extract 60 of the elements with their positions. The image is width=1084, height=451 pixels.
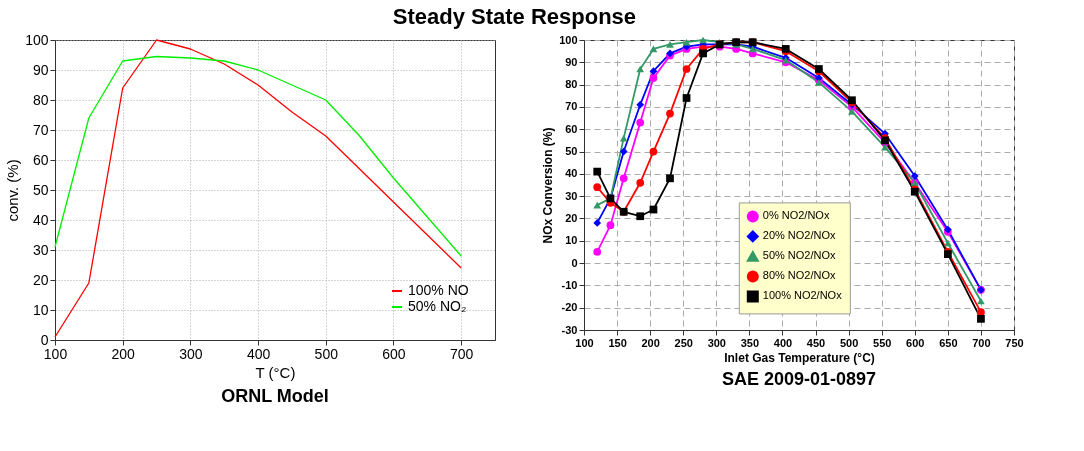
text: SAE 2009-01-0897	[721, 369, 877, 389]
legend-label: 20% NO2/NOx	[762, 229, 837, 242]
x-axis-title: Inlet Gas Temperature (°C)	[724, 350, 875, 365]
x-tick-label: 200	[111, 345, 136, 362]
chart-title: Steady State Response	[392, 3, 637, 29]
x-tick-label: 250	[674, 336, 693, 349]
y-tick-label: 60	[565, 122, 578, 135]
y-tick-label: 50	[32, 181, 49, 198]
x-tick-label: 500	[839, 336, 859, 349]
x-axis-title: T (°C)	[255, 363, 296, 381]
y-tick-label: 70	[32, 121, 49, 138]
x-tick-label: 100	[43, 345, 68, 362]
x-tick-label: 200	[641, 336, 660, 349]
y-tick-label: 100	[25, 31, 49, 48]
x-tick-label: 700	[972, 336, 991, 349]
y-tick-label: 0	[571, 256, 578, 269]
x-tick-label: 350	[740, 336, 760, 349]
y-tick-label: 80	[32, 91, 49, 108]
y-tick-label: 30	[32, 241, 49, 258]
y-tick-label: 10	[32, 301, 49, 318]
legend-label: 100% NO	[408, 282, 469, 298]
x-tick-label: 300	[707, 336, 726, 349]
x-tick-label: 100	[575, 336, 594, 349]
y-tick-label: 100	[559, 33, 578, 46]
legend-label: 50% NO2/NOx	[762, 249, 837, 262]
x-tick-label: 500	[314, 345, 339, 362]
y-tick-label: 30	[565, 189, 578, 202]
x-tick-label: 150	[608, 336, 627, 349]
y-tick-label: 50	[565, 145, 578, 158]
x-tick-label: 400	[773, 336, 793, 349]
legend-label: 100% NO2/NOx	[762, 289, 843, 302]
y-tick-label: 40	[32, 211, 49, 228]
x-tick-label: 450	[806, 336, 826, 349]
y-tick-label: 80	[565, 78, 578, 91]
legend-label: 50% NO₂	[408, 298, 467, 314]
legend-label: 0% NO2/NOx	[762, 209, 830, 222]
y-axis-title: conv. (%)	[4, 159, 22, 222]
y-axis-title: NOx Conversion (%)	[541, 127, 556, 244]
y-tick-label: 70	[565, 100, 578, 113]
y-tick-label: 40	[565, 167, 578, 180]
x-tick-label: 400	[246, 345, 271, 362]
x-tick-label: 650	[939, 336, 958, 349]
y-tick-label: -20	[561, 301, 578, 314]
x-tick-label: 300	[179, 345, 203, 362]
x-tick-label: 550	[873, 336, 892, 349]
y-tick-label: 0	[40, 331, 49, 348]
y-tick-label: 60	[32, 151, 49, 168]
y-tick-label: -10	[561, 278, 578, 291]
y-tick-label: 90	[565, 55, 578, 68]
text: ORNL Model	[221, 386, 329, 406]
y-tick-label: 90	[32, 61, 49, 78]
y-tick-label: 10	[565, 234, 578, 247]
x-tick-label: 700	[449, 345, 474, 362]
x-tick-label: 600	[906, 336, 925, 349]
legend-label: 80% NO2/NOx	[762, 269, 837, 282]
y-tick-label: 20	[32, 271, 49, 288]
y-tick-label: 20	[565, 211, 578, 224]
x-tick-label: 750	[1005, 336, 1024, 349]
x-tick-label: 600	[382, 345, 406, 362]
y-tick-label: -30	[561, 323, 578, 336]
